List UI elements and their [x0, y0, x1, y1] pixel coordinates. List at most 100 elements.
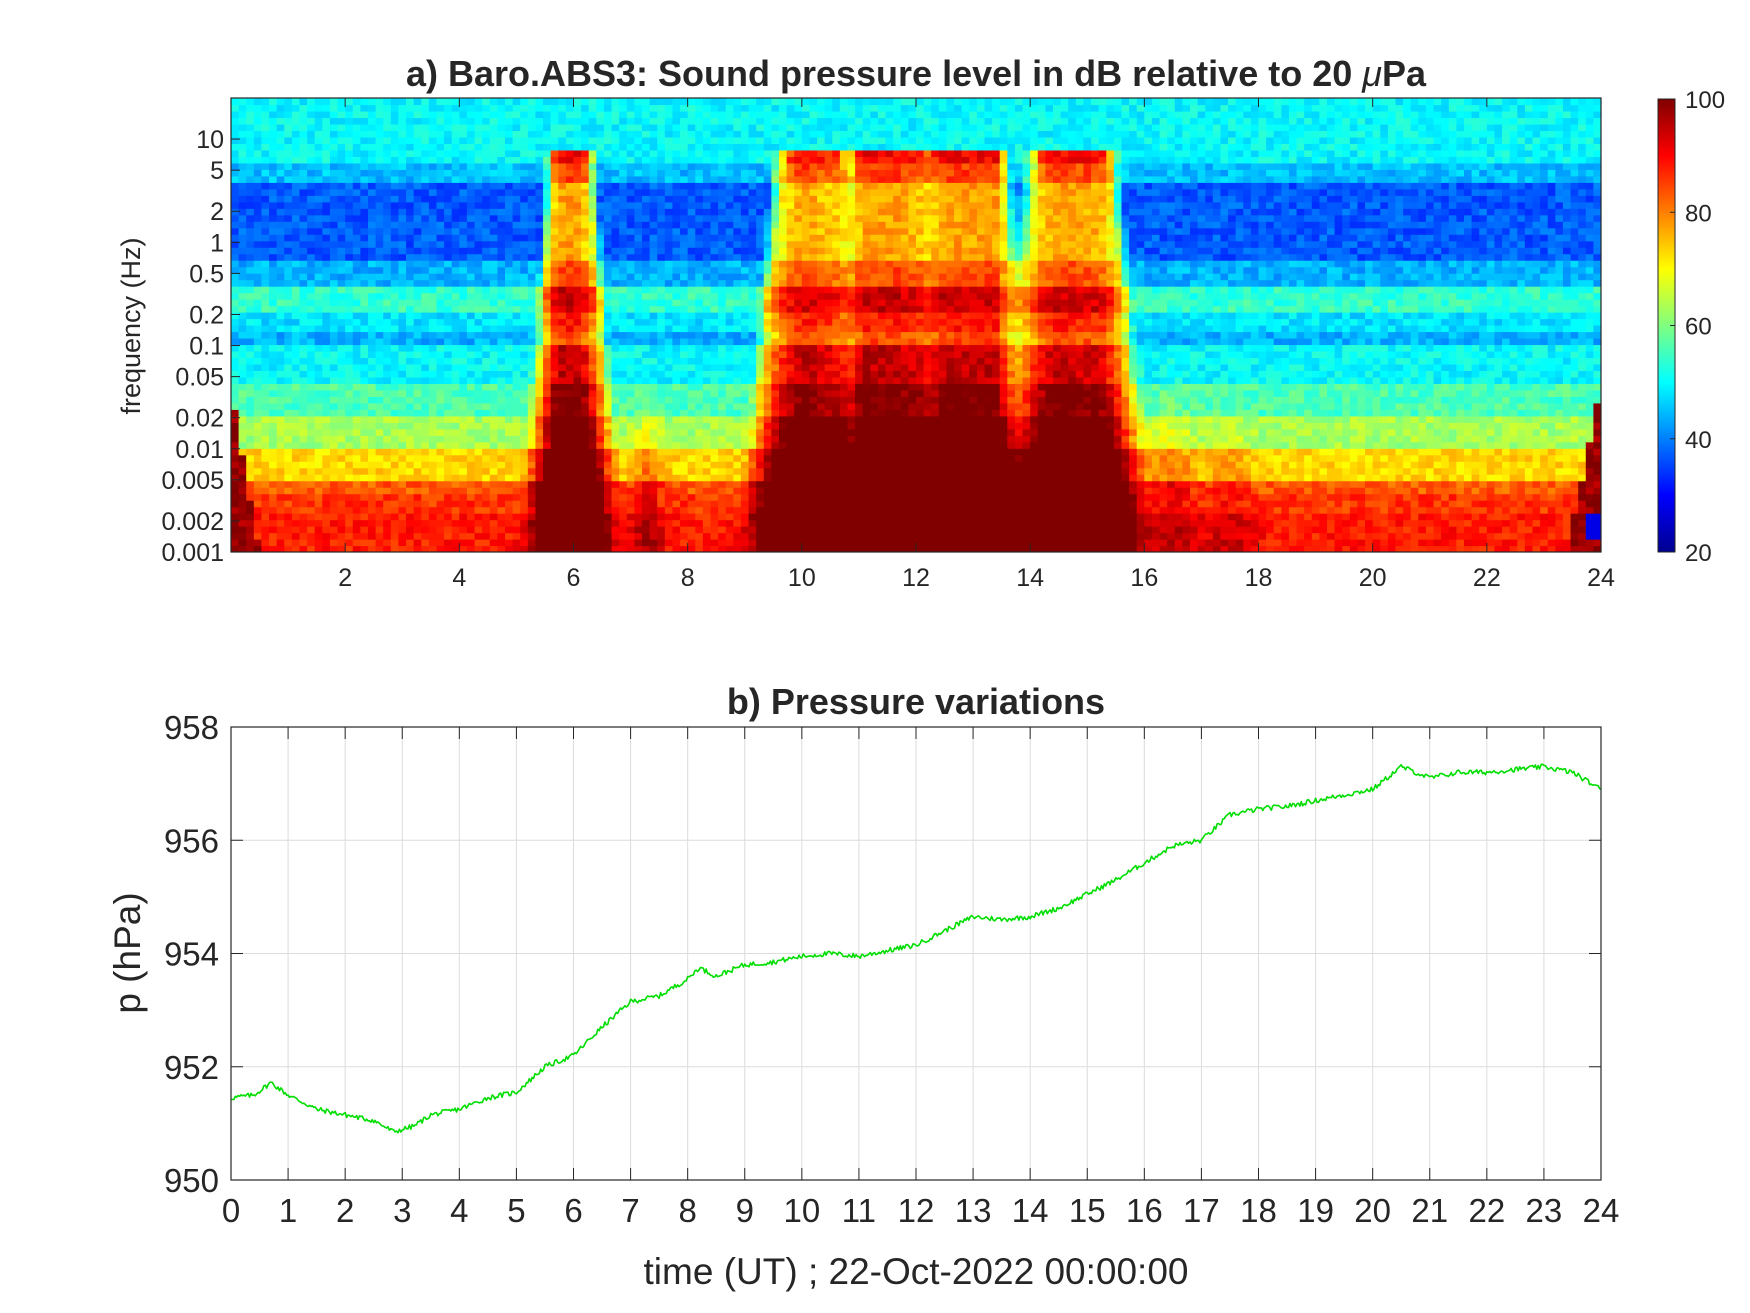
heatmap-cell	[383, 467, 392, 475]
heatmap-cell	[345, 240, 354, 248]
heatmap-cell	[558, 422, 567, 430]
heatmap-cell	[413, 448, 422, 456]
heatmap-cell	[231, 337, 240, 346]
heatmap-cell	[611, 247, 620, 255]
heatmap-cell	[763, 337, 772, 346]
heatmap-cell	[543, 454, 552, 462]
heatmap-cell	[695, 123, 704, 132]
heatmap-cell	[299, 221, 308, 229]
heatmap-cell	[512, 98, 521, 106]
heatmap-cell	[451, 383, 460, 391]
heatmap-cell	[588, 545, 597, 552]
heatmap-cell	[664, 208, 674, 216]
heatmap-cell	[398, 474, 407, 482]
heatmap-cell	[368, 136, 377, 144]
heatmap-cell	[246, 182, 255, 190]
heatmap-cell	[269, 201, 278, 209]
heatmap-cell	[299, 104, 308, 112]
heatmap-cell	[246, 136, 255, 144]
heatmap-cell	[451, 286, 460, 294]
heatmap-cell	[383, 389, 392, 397]
heatmap-cell	[246, 376, 255, 384]
heatmap-cell	[535, 532, 544, 540]
heatmap-cell	[748, 175, 757, 183]
heatmap-cell	[466, 156, 476, 164]
heatmap-cell	[466, 286, 476, 294]
heatmap-cell	[626, 376, 635, 384]
heatmap-cell	[482, 337, 491, 346]
heatmap-cell	[725, 247, 734, 255]
heatmap-cell	[466, 389, 476, 397]
heatmap-cell	[421, 480, 430, 488]
heatmap-cell	[482, 247, 491, 255]
heatmap-cell	[550, 305, 559, 313]
heatmap-cell	[253, 325, 263, 333]
heatmap-cell	[345, 175, 354, 183]
heatmap-cell	[383, 376, 392, 384]
heatmap-cell	[489, 441, 498, 449]
heatmap-cell	[527, 182, 537, 190]
heatmap-cell	[253, 240, 263, 248]
heatmap-cell	[329, 487, 339, 495]
heatmap-cell	[413, 519, 422, 527]
heatmap-cell	[680, 409, 689, 417]
heatmap-cell	[269, 318, 278, 326]
heatmap-cell	[695, 221, 704, 229]
heatmap-cell	[565, 448, 575, 456]
heatmap-cell	[360, 474, 369, 482]
heatmap-cell	[695, 182, 704, 190]
heatmap-cell	[642, 130, 651, 138]
heatmap-cell	[710, 461, 719, 469]
heatmap-cell	[459, 389, 468, 397]
heatmap-cell	[687, 422, 696, 430]
heatmap-cell	[550, 292, 559, 300]
heatmap-cell	[497, 396, 506, 404]
heatmap-cell	[474, 415, 483, 423]
heatmap-cell	[611, 337, 620, 346]
heatmap-cell	[284, 240, 293, 248]
heatmap-cell	[588, 260, 597, 268]
heatmap-cell	[489, 402, 498, 410]
heatmap-cell	[657, 240, 666, 248]
heatmap-cell	[337, 247, 346, 255]
heatmap-cell	[702, 318, 712, 326]
heatmap-cell	[360, 136, 369, 144]
heatmap-cell	[368, 234, 377, 242]
heatmap-cell	[337, 286, 346, 294]
heatmap-cell	[573, 376, 582, 384]
heatmap-cell	[527, 519, 537, 527]
heatmap-cell	[299, 175, 308, 183]
heatmap-cell	[459, 260, 468, 268]
heatmap-cell	[626, 292, 635, 300]
heatmap-cell	[573, 318, 582, 326]
heatmap-cell	[345, 519, 354, 527]
heatmap-cell	[596, 487, 605, 495]
heatmap-cell	[565, 188, 575, 196]
heatmap-cell	[261, 357, 270, 365]
heatmap-cell	[527, 467, 537, 475]
heatmap-cell	[497, 428, 506, 436]
heatmap-cell	[733, 130, 742, 138]
heatmap-cell	[763, 305, 772, 313]
heatmap-cell	[238, 292, 247, 300]
heatmap-cell	[733, 441, 742, 449]
heatmap-cell	[611, 325, 620, 333]
heatmap-cell	[680, 376, 689, 384]
heatmap-cell	[329, 195, 339, 203]
heatmap-cell	[672, 545, 681, 552]
heatmap-cell	[733, 312, 742, 320]
heatmap-cell	[276, 260, 285, 268]
heatmap-cell	[231, 519, 240, 527]
heatmap-cell	[642, 487, 651, 495]
heatmap-cell	[375, 519, 384, 527]
heatmap-cell	[649, 312, 658, 320]
heatmap-cell	[543, 376, 552, 384]
heatmap-cell	[718, 428, 727, 436]
heatmap-cell	[368, 448, 377, 456]
heatmap-cell	[436, 337, 445, 346]
heatmap-cell	[398, 396, 407, 404]
heatmap-cell	[322, 402, 331, 410]
heatmap-cell	[276, 357, 285, 365]
heatmap-cell	[345, 467, 354, 475]
heatmap-cell	[535, 441, 544, 449]
